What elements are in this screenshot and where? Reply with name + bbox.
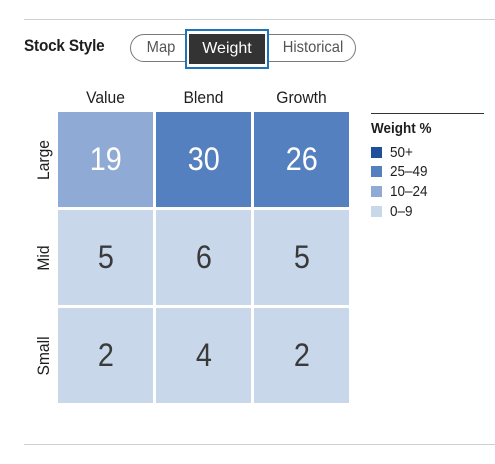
cell-value: 6 <box>195 239 212 275</box>
tab-weight[interactable]: Weight <box>185 29 269 69</box>
cell-value: 2 <box>97 337 114 373</box>
tab-weight-label: Weight <box>189 34 265 64</box>
legend-title: Weight % <box>371 120 432 137</box>
top-divider <box>24 19 495 20</box>
cell-mid-blend: 6 <box>156 210 251 305</box>
section-title: Stock Style <box>24 36 105 55</box>
cell-mid-value: 5 <box>58 210 153 305</box>
legend-swatch <box>371 206 382 217</box>
cell-value: 30 <box>187 141 220 177</box>
bottom-divider <box>24 444 495 445</box>
legend-divider <box>371 113 484 114</box>
row-label-large: Large <box>34 139 53 181</box>
cell-large-value: 19 <box>58 112 153 207</box>
legend-label: 25–49 <box>390 163 428 180</box>
legend-swatch <box>371 147 382 158</box>
column-label-value: Value <box>86 88 125 107</box>
cell-mid-growth: 5 <box>254 210 349 305</box>
tab-historical[interactable]: Historical <box>282 39 344 56</box>
legend-label: 0–9 <box>390 203 413 220</box>
cell-value: 5 <box>293 239 310 275</box>
cell-small-blend: 4 <box>156 308 251 403</box>
cell-large-blend: 30 <box>156 112 251 207</box>
legend-label: 10–24 <box>390 183 428 200</box>
column-label-blend: Blend <box>183 88 224 107</box>
cell-value: 2 <box>293 337 310 373</box>
cell-value: 5 <box>97 239 114 275</box>
cell-small-growth: 2 <box>254 308 349 403</box>
cell-value: 26 <box>285 141 318 177</box>
legend-swatch <box>371 186 382 197</box>
cell-value: 19 <box>89 141 122 177</box>
tab-map[interactable]: Map <box>146 39 176 56</box>
cell-large-growth: 26 <box>254 112 349 207</box>
row-label-small: Small <box>34 336 53 376</box>
column-label-growth: Growth <box>276 88 327 107</box>
legend-label: 50+ <box>390 144 413 161</box>
cell-small-value: 2 <box>58 308 153 403</box>
cell-value: 4 <box>195 337 212 373</box>
row-label-mid: Mid <box>34 245 53 271</box>
legend-swatch <box>371 166 382 177</box>
